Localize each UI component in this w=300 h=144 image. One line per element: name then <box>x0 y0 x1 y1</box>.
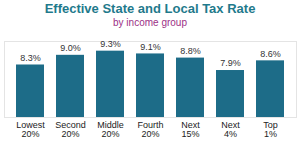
svg-text:Fourth20%: Fourth20% <box>137 120 163 139</box>
svg-text:8.8%: 8.8% <box>180 46 201 56</box>
html-text:Effective State and Local Tax: Effective State and Local Tax Rate <box>44 1 256 16</box>
svg-text:9.3%: 9.3% <box>100 39 121 49</box>
svg-text:8.3%: 8.3% <box>20 53 41 63</box>
svg-text:7.9%: 7.9% <box>220 58 241 68</box>
svg-text:Second20%: Second20% <box>55 120 86 139</box>
svg-text:Next4%: Next4% <box>221 120 240 139</box>
svg-text:9.1%: 9.1% <box>140 42 161 52</box>
svg-text:Lowest20%: Lowest20% <box>16 120 45 139</box>
svg-text:Middle20%: Middle20% <box>97 120 124 139</box>
svg-text:8.6%: 8.6% <box>260 49 281 59</box>
svg-text:Next15%: Next15% <box>181 120 200 139</box>
html-text:by income group: by income group <box>113 17 187 28</box>
svg-text:9.0%: 9.0% <box>60 43 81 53</box>
svg-text:Top1%: Top1% <box>263 120 278 139</box>
